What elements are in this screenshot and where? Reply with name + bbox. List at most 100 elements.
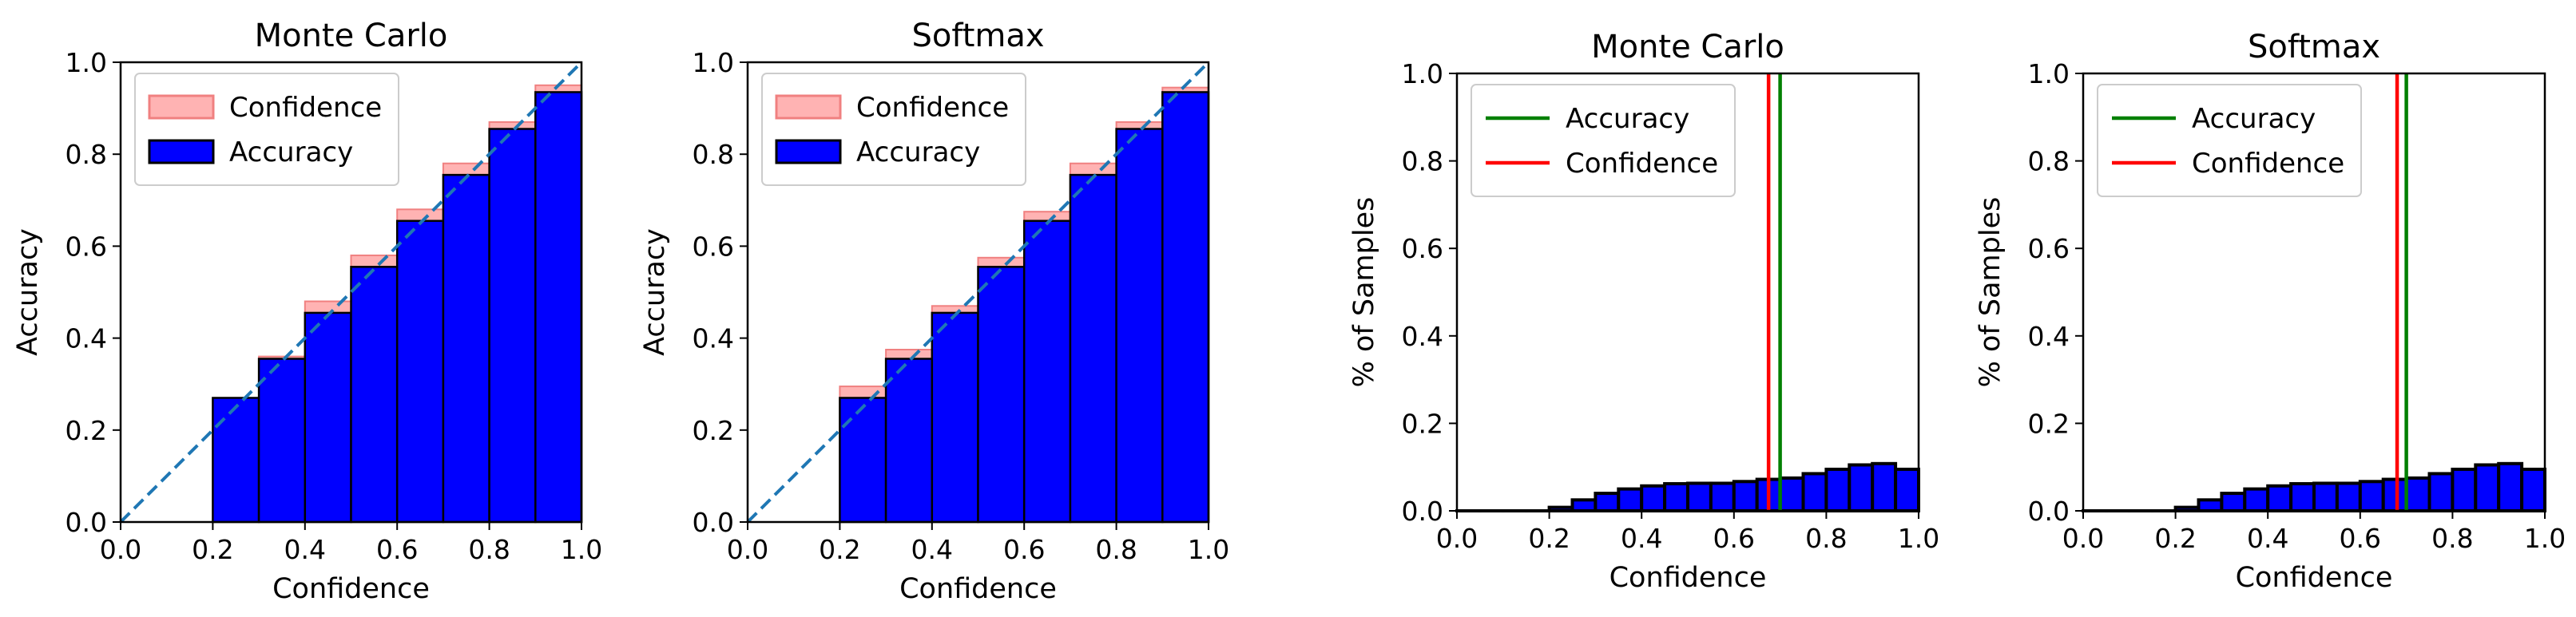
histogram-bar [1732,480,1759,512]
accuracy-bar [488,128,537,524]
legend-swatch-confidence [775,94,842,120]
histogram-bar [2289,482,2316,512]
legend-swatch-accuracy [775,139,842,164]
y-tick-label: 0.2 [693,415,734,446]
y-tick-label: 0.2 [65,415,107,446]
x-tick-label: 0.6 [1713,523,1755,554]
histogram-bar [1824,467,1852,513]
legend-swatch-accuracy [148,139,215,164]
y-tick-label: 0.6 [1402,233,1443,264]
legend-box [1471,84,1736,197]
legend: Accuracy Confidence [1471,84,1736,197]
legend-label: Confidence [229,92,382,124]
legend-label: Confidence [856,92,1009,124]
chart-title: Softmax [2248,29,2380,65]
x-tick-label: 0.8 [2431,523,2473,554]
legend-label: Confidence [2192,148,2344,180]
accuracy-bar [395,220,445,524]
x-tick-label: 0.6 [2340,523,2381,554]
x-axis-label: Confidence [2236,562,2393,594]
chart-title: Monte Carlo [1591,29,1784,65]
x-tick-label: 1.0 [561,534,602,565]
accuracy-bar [304,311,352,524]
histogram-bar [1594,492,1621,513]
axes-frame [746,61,1210,524]
legend-label: Accuracy [856,136,980,168]
histogram-bar [1570,498,1598,512]
legend-label: Accuracy [2192,103,2316,135]
histogram-bar [1663,482,1690,512]
x-tick-label: 0.4 [284,534,326,565]
x-tick-label: 0.2 [2154,523,2196,554]
y-tick-label: 0.2 [1402,408,1443,439]
perfect-calibration-line [746,61,1210,524]
accuracy-bar [884,358,934,524]
histogram-bar [1617,487,1644,512]
accuracy-bar [839,397,887,524]
histogram-bar [2427,472,2455,512]
y-tick-label: 0.8 [65,139,107,170]
histogram-bar [2335,481,2362,513]
x-tick-label: 1.0 [1188,534,1229,565]
y-tick-label: 0.4 [693,323,734,354]
y-tick-label: 0.8 [1402,146,1443,177]
x-tick-label: 1.0 [2524,523,2566,554]
y-tick-label: 0.4 [65,323,107,354]
legend-label: Confidence [1566,148,1718,180]
histogram-bar [2312,481,2339,513]
accuracy-bar [442,173,490,524]
x-tick-label: 0.0 [1436,523,1478,554]
x-tick-label: 0.0 [727,534,768,565]
legend-label: Accuracy [229,136,353,168]
legend: Confidence Accuracy [761,73,1026,186]
legend-box [2097,84,2362,197]
chart-title: Softmax [911,18,1044,54]
x-tick-label: 0.2 [192,534,233,565]
x-tick-label: 1.0 [1898,523,1939,554]
histogram-bar [1640,484,1667,512]
x-tick-label: 0.4 [1621,523,1662,554]
histogram-bar [2497,461,2524,512]
y-tick-label: 0.4 [2028,321,2070,352]
accuracy-bar [350,266,399,524]
histogram-bar [1778,476,1805,513]
panel-4: Softmax 0.0 0.2 0.4 0.6 0.8 1.0 0.0 0.2 0.4 0.6 0.8… [1975,29,2566,594]
axes-frame [1455,72,1920,512]
histogram-bar [1686,481,1713,513]
axes-frame [119,61,583,524]
panel-1: Monte Carlo 0.0 0.2 0.4 0.6 0.8 1.0 0.0 0.2 0.4 0.… [12,18,602,605]
y-tick-label: 1.0 [2028,58,2070,89]
x-axis-label: Confidence [272,573,430,605]
x-tick-label: 0.2 [819,534,860,565]
histogram-bar [1801,472,1828,512]
histogram-bar [2381,477,2408,513]
legend: Accuracy Confidence [2097,84,2362,197]
y-tick-label: 1.0 [1402,58,1443,89]
accuracy-bar [212,397,260,524]
x-tick-label: 0.4 [911,534,953,565]
y-tick-label: 1.0 [65,47,107,78]
histogram-bar [2220,492,2247,513]
y-tick-label: 1.0 [693,47,734,78]
accuracy-bar [931,311,979,524]
x-tick-label: 0.8 [1805,523,1847,554]
x-tick-label: 0.6 [1003,534,1045,565]
y-tick-label: 0.8 [693,139,734,170]
y-tick-label: 0.0 [65,507,107,538]
histogram-bar [2243,487,2270,512]
y-tick-label: 0.0 [1402,496,1443,527]
histogram-bar [2474,463,2501,513]
accuracy-bar [257,358,307,524]
accuracy-bar [977,266,1026,524]
x-axis-label: Confidence [899,573,1057,605]
y-tick-label: 0.6 [2028,233,2070,264]
histogram-bar [2451,467,2478,513]
perfect-calibration-line [119,61,583,524]
y-tick-label: 0.8 [2028,146,2070,177]
panel-3: Monte Carlo 0.0 0.2 0.4 0.6 0.8 1.0 0.0 0.2 0.4 0.… [1348,29,1939,594]
y-tick-label: 0.6 [65,231,107,262]
histogram-bar [2266,484,2293,512]
x-tick-label: 0.6 [376,534,418,565]
y-axis-label: % of Samples [1975,197,2006,388]
